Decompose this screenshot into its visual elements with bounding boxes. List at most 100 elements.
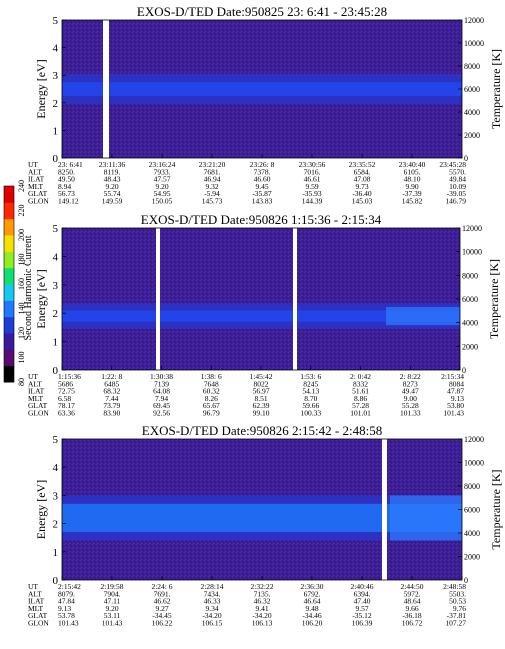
y-axis-label: Energy [eV]: [34, 59, 48, 118]
table-cell: 7.94: [155, 394, 168, 403]
colorbar-swatch: [4, 235, 14, 252]
table-cell: 48.10: [404, 175, 421, 184]
table-cell: 49.84: [449, 175, 466, 184]
data-gap: [103, 20, 109, 158]
y-tick-label: 4: [53, 462, 59, 474]
table-cell: -37.81: [447, 611, 467, 620]
table-cell: -36.18: [402, 611, 422, 620]
table-cell: 2:36:30: [301, 582, 324, 591]
spectrogram-background: [62, 228, 460, 370]
y-tick-label: 0: [53, 365, 59, 377]
y2-tick-label: 8000: [462, 271, 478, 280]
table-cell: 55.28: [402, 401, 419, 410]
panel-2: EXOS-D/TED Date:950826 1:15:36 - 2:15:34…: [28, 212, 501, 418]
y2-tick-label: 12000: [464, 16, 484, 25]
table-cell: 51.61: [352, 387, 369, 396]
table-cell: 9.73: [355, 182, 368, 191]
table-cell: 5570.: [449, 167, 466, 176]
table-row-label: ALT: [28, 589, 42, 598]
table-cell: 78.17: [58, 401, 75, 410]
table-cell: 106.13: [252, 619, 273, 628]
table-row-label: GLON: [28, 619, 49, 628]
y-tick-label: 1: [53, 337, 59, 349]
table-cell: 8.86: [354, 394, 367, 403]
table-cell: 2: 0:42: [350, 372, 371, 381]
table-cell: 6105.: [404, 167, 421, 176]
colorbar-swatch: [4, 333, 14, 350]
table-row-label: ILAT: [28, 597, 45, 606]
colorbar-tick-label: 220: [17, 205, 26, 217]
table-row-label: ALT: [28, 379, 42, 388]
table-cell: -5.94: [204, 189, 220, 198]
table-cell: 46.62: [154, 597, 171, 606]
table-cell: 8250.: [58, 167, 75, 176]
table-cell: 1:53: 6: [300, 372, 321, 381]
data-gap: [156, 228, 160, 370]
table-cell: 69.45: [153, 401, 170, 410]
table-cell: 23:26: 8: [250, 160, 275, 169]
table-cell: 8332: [353, 379, 368, 388]
y-tick-label: 3: [53, 70, 59, 82]
table-cell: 9.48: [305, 604, 318, 613]
colorbar-swatch: [4, 365, 14, 383]
y2-tick-label: 12000: [464, 435, 484, 444]
y-tick-label: 5: [53, 15, 59, 27]
table-cell: -34.46: [302, 611, 322, 620]
table-row-label: ILAT: [28, 175, 45, 184]
table-cell: 9.41: [255, 604, 268, 613]
table-cell: 62.39: [253, 401, 270, 410]
table-row-label: MLT: [28, 182, 44, 191]
table-cell: 2:28:14: [201, 582, 224, 591]
table-cell: -34.20: [252, 611, 272, 620]
table-cell: 2: 8:22: [400, 372, 421, 381]
table-cell: 53.78: [58, 611, 75, 620]
table-row-label: ALT: [28, 167, 42, 176]
table-cell: 9.76: [453, 604, 466, 613]
table-cell: -34.20: [202, 611, 222, 620]
table-cell: 8079.: [58, 589, 75, 598]
data-gap: [293, 228, 297, 370]
table-cell: 2:32:22: [251, 582, 274, 591]
table-cell: 7691.: [154, 589, 171, 598]
table-cell: 2:44:50: [401, 582, 424, 591]
table-cell: 6485: [104, 379, 119, 388]
table-cell: 47.84: [58, 597, 75, 606]
table-cell: 8022: [254, 379, 269, 388]
table-cell: 54.13: [302, 387, 319, 396]
table-cell: 9.20: [105, 182, 118, 191]
colorbar-swatch: [4, 186, 14, 203]
table-cell: 57.28: [352, 401, 369, 410]
table-cell: -34.45: [152, 611, 172, 620]
colorbar-tick-label: 80: [17, 378, 26, 386]
y2-tick-label: 4000: [464, 529, 480, 538]
table-row-label: ILAT: [28, 387, 45, 396]
table-cell: 8245: [303, 379, 318, 388]
table-cell: 145.82: [402, 197, 423, 206]
table-cell: 60.32: [203, 387, 220, 396]
colorbar-swatch: [4, 349, 14, 367]
table-cell: 68.32: [103, 387, 120, 396]
table-cell: 9.59: [305, 182, 318, 191]
colorbar-swatch: [4, 218, 14, 236]
y-tick-label: 5: [53, 434, 59, 446]
table-cell: 2:40:46: [351, 582, 374, 591]
colorbar-tick-label: 160: [17, 278, 26, 290]
table-cell: 106.22: [152, 619, 173, 628]
y-axis-label: Energy [eV]: [34, 269, 48, 328]
table-cell: -35.12: [352, 611, 372, 620]
table-cell: 9.57: [355, 604, 368, 613]
table-row-label: GLON: [28, 197, 49, 206]
table-cell: 23:11:36: [99, 160, 126, 169]
table-cell: 6394.: [354, 589, 371, 598]
data-gap: [382, 439, 387, 580]
y-tick-label: 2: [53, 308, 59, 320]
table-cell: 23:30:56: [299, 160, 326, 169]
table-cell: -35.87: [252, 189, 272, 198]
table-cell: -35.93: [302, 189, 322, 198]
table-cell: 23:21:20: [199, 160, 226, 169]
y2-tick-label: 8000: [464, 482, 480, 491]
table-cell: 9.34: [205, 604, 218, 613]
table-cell: 10.09: [449, 182, 466, 191]
